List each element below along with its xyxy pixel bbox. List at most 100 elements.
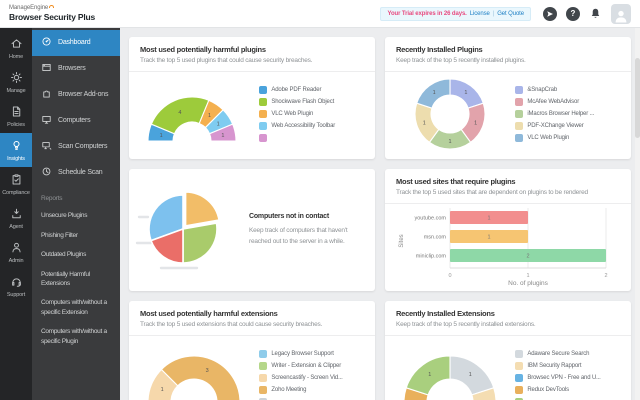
sidebar-item-browser-add-ons[interactable]: Browser Add-ons (32, 82, 120, 108)
legend-label: PDF-XChange Viewer (527, 123, 584, 129)
rail-item-label: Compliance (2, 190, 30, 196)
home-icon (10, 37, 23, 52)
rail-item-label: Home (8, 54, 24, 60)
card-body: Computers not in contact Keep track of co… (129, 169, 375, 291)
rail-item-home[interactable]: Home (0, 31, 32, 65)
main-content: Most used potentially harmful plugins Tra… (120, 28, 640, 400)
legend-swatch (515, 350, 524, 358)
product-name: Browser Security Plus (9, 12, 96, 23)
report-item-computers-with-without-a-specific-extens[interactable]: Computers with/without a specific Extens… (41, 299, 107, 316)
card-recently-installed-extensions: Recently Installed Extensions Keep track … (385, 301, 631, 400)
report-item-potentially-harmful-extensions[interactable]: Potentially Harmful Extensions (41, 270, 90, 287)
top-header: ManageEngine Browser Security Plus Your … (0, 0, 640, 28)
rail-item-compliance[interactable]: Compliance (0, 167, 32, 201)
get-quote-link[interactable]: Get Quote (497, 10, 524, 17)
donut-chart: 1 1 1 1 1 (414, 78, 486, 150)
agent-download-icon (10, 207, 23, 222)
report-item-unsecure-plugins[interactable]: Unsecure Plugins (41, 212, 88, 220)
card-body: 1 4 1 1 1 Adobe PDF Reader Shockwave Flash Obj… (129, 72, 375, 156)
legend-item: VLC Web Plugin (515, 134, 594, 142)
legend-label: Adobe PDF Reader (271, 87, 322, 93)
report-item-phishing-filter[interactable]: Phishing Filter (41, 231, 78, 239)
browsers-icon (41, 62, 52, 76)
help-icon[interactable]: ? (566, 6, 580, 21)
license-link[interactable]: License (469, 10, 490, 17)
rail-item-insights[interactable]: Insights (0, 133, 32, 167)
svg-text:1: 1 (161, 387, 164, 393)
report-item-computers-with-without-a-specific-plugin[interactable]: Computers with/without a specific Plugin (41, 328, 107, 345)
card-divider (129, 71, 375, 72)
legend-item: Zoho Meeting (259, 386, 342, 394)
rail-item-manage[interactable]: Manage (0, 65, 32, 99)
legend-item: Adobe PDF Reader (259, 86, 335, 94)
rail-item-agent[interactable]: Agent (0, 201, 32, 235)
legend-item: iMacros Browser Helper ... (515, 110, 594, 118)
card-divider (385, 203, 631, 204)
rail-item-support[interactable]: Support (0, 269, 32, 303)
card-info: Computers not in contact Keep track of co… (249, 213, 367, 248)
svg-text:msn.com: msn.com (424, 235, 447, 241)
support-headset-icon (10, 275, 23, 290)
card-most-used-potentially-harmful-plugins: Most used potentially harmful plugins Tra… (129, 37, 375, 159)
feedback-send-icon[interactable] (543, 6, 557, 21)
app-logo: ManageEngine Browser Security Plus (9, 5, 95, 22)
admin-user-icon (10, 241, 23, 256)
legend-item: Redux DevTools (515, 386, 600, 394)
card-title: Computers not in contact (249, 212, 329, 220)
legend-label: IBM Security Rapport (527, 363, 582, 369)
link-separator: | (492, 10, 495, 17)
sidebar-item-scan-computers[interactable]: "/> Scan Computers (32, 134, 120, 160)
sidebar-item-schedule-scan[interactable]: Schedule Scan (32, 160, 120, 186)
svg-text:0: 0 (448, 273, 451, 279)
card-body: 1 1 1 1 1 &SnapCrab McAfee WebAdvisor iMacros B… (385, 72, 631, 156)
card-subtitle: Keep track of the top 5 recently install… (396, 321, 536, 328)
hbar-chart: 0 1 2 1 youtube.com 1 msn.com 2 miniclip.com No. … (399, 208, 608, 287)
sidebar-item-dashboard[interactable]: Dashboard (32, 30, 120, 57)
legend-item: Legacy Browser Support (259, 350, 342, 358)
sidebar-item-label: Scan Computers (58, 143, 108, 151)
report-item-outdated-plugins[interactable]: Outdated Plugins (41, 251, 87, 259)
insights-bulb-icon (10, 139, 23, 154)
card-body: 0 1 2 1 youtube.com 1 msn.com 2 miniclip.com No. … (385, 204, 631, 288)
legend-item: Browsec VPN - Free and U... (515, 374, 601, 382)
card-most-used-sites-that-require-plugins: Most used sites that require plugins Trac… (385, 169, 631, 291)
sidebar-item-label: Dashboard (58, 39, 91, 46)
card-header: Most used sites that require plugins Trac… (385, 169, 631, 203)
card-header: Most used potentially harmful extensions… (129, 301, 375, 335)
card-header: Most used potentially harmful plugins Tra… (129, 37, 375, 71)
user-avatar[interactable] (611, 3, 631, 24)
card-divider (385, 335, 631, 336)
svg-text:1: 1 (474, 120, 477, 126)
svg-text:1: 1 (526, 273, 529, 279)
sidebar-item-label: Browser Add-ons (58, 91, 109, 99)
svg-text:1: 1 (487, 216, 490, 222)
sidebar-section-reports: Reports (41, 195, 63, 203)
sidebar-item-browsers[interactable]: Browsers (32, 56, 120, 82)
pie-illustration (135, 191, 220, 270)
legend-label: Writer - Extension & Clipper (271, 363, 342, 369)
secondary-sidebar: Dashboard Browsers Browser Add-ons Computer… (32, 28, 120, 400)
trial-expiry-text: Your Trial expires in 26 days. (387, 10, 467, 17)
legend-label: Screencastify - Screen Vid... (271, 375, 343, 381)
svg-text:No. of plugins: No. of plugins (508, 280, 548, 287)
chart-legend: Adobe PDF Reader Shockwave Flash Object VL… (259, 86, 339, 142)
svg-text:1: 1 (449, 139, 452, 145)
svg-text:1: 1 (469, 372, 472, 378)
notifications-bell-icon[interactable] (589, 7, 602, 20)
scrollbar-track[interactable] (635, 28, 640, 400)
scrollbar-thumb[interactable] (635, 58, 640, 138)
rail-item-admin[interactable]: Admin (0, 235, 32, 269)
card-title: Most used potentially harmful plugins (140, 45, 266, 54)
rail-item-policies[interactable]: Policies (0, 99, 32, 133)
chart-legend: &SnapCrab McAfee WebAdvisor iMacros Browse… (515, 86, 598, 142)
legend-item: McAfee WebAdvisor (515, 98, 594, 106)
card-header: Recently Installed Extensions Keep track … (385, 301, 631, 335)
rail-item-label: Manage (6, 88, 26, 94)
sidebar-item-computers[interactable]: Computers (32, 108, 120, 134)
card-header: Recently Installed Plugins Keep track of … (385, 37, 631, 71)
header-actions: ? (543, 3, 631, 24)
chart-legend: Adaware Secure Search IBM Security Rappor… (515, 350, 604, 400)
legend-item: Screencastify - Screen Vid... (259, 374, 343, 382)
card-divider (385, 71, 631, 72)
